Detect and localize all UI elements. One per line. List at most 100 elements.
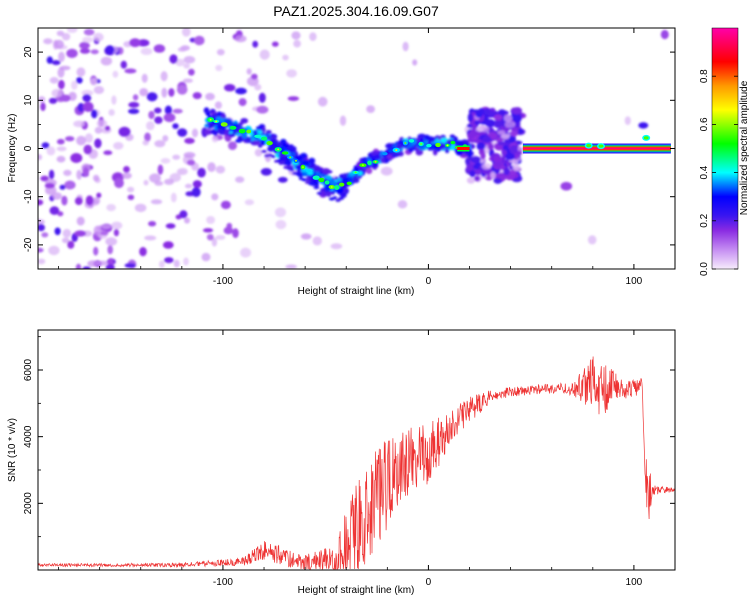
spectrogram-blob-218	[85, 195, 94, 206]
spectrogram-blob-175	[182, 78, 193, 83]
tone-pre-2	[457, 147, 470, 150]
spectrogram-blob-272	[96, 192, 102, 198]
spectrogram-blob-44	[106, 204, 116, 212]
spectrogram-blob-42	[300, 233, 312, 240]
spectrogram-blob-277	[38, 199, 44, 206]
spectrogram-blob-217	[177, 128, 188, 137]
spectrogram-blob-1202	[391, 151, 401, 156]
spectrogram-ytick-label: 0	[23, 145, 34, 151]
spectrogram-blob-1273	[382, 152, 388, 156]
spectrogram-blob-1127	[224, 129, 229, 136]
spectrogram-blob-299	[118, 126, 131, 137]
spectrogram-blob-184	[74, 197, 83, 206]
spectrogram-blob-287	[148, 110, 155, 120]
spectrogram-blob-603	[265, 130, 272, 135]
spectrogram-blob-278	[93, 174, 100, 182]
spectrogram-blob-54	[132, 94, 139, 101]
spectrogram-blob-225	[161, 87, 168, 98]
spectrogram-blob-514	[475, 126, 484, 132]
spectrogram-blob-197	[157, 164, 164, 175]
spectrogram-blob-36	[183, 152, 196, 158]
spectrogram-blob-1314	[338, 196, 344, 200]
spectrogram-blob-1	[71, 80, 78, 90]
spectrogram-blob-1295	[280, 160, 285, 164]
spectrogram-blob-1298	[289, 168, 295, 172]
spectrogram-blob-1279	[408, 139, 415, 143]
snr-axes: -100 0 100 2000 4000 6000	[23, 330, 676, 588]
spectrogram-blob-55	[49, 206, 60, 215]
spectrogram-blob-1320	[643, 136, 649, 140]
spectrogram-blob-156	[51, 60, 61, 66]
spectrogram-blob-29	[228, 141, 237, 150]
spectrogram-blob-149	[172, 123, 179, 129]
spectrogram-blob-108	[60, 94, 71, 102]
spectrogram-blob-476	[498, 109, 506, 116]
spectrogram-blob-238	[61, 195, 68, 206]
spectrogram-blob-304	[111, 221, 123, 230]
spectrogram-blob-473	[497, 130, 506, 135]
spectrogram-blob-519	[500, 133, 510, 140]
spectrogram-blob-198	[244, 199, 255, 206]
spectrogram-blob-77	[317, 96, 328, 107]
snr-ytick-label: 6000	[23, 358, 34, 381]
spectrogram-blob-1147	[203, 107, 210, 114]
spectrogram-blob-518	[490, 171, 496, 179]
spectrogram-blob-155	[101, 224, 112, 230]
spectrogram-blob-144	[380, 166, 393, 176]
spectrogram-ytick-label: 20	[23, 46, 34, 58]
spectrogram-blob-137	[140, 47, 153, 56]
spectrogram-blob-243	[51, 192, 63, 200]
spectrogram-blob-1178	[365, 167, 373, 174]
spectrogram-blob-159	[282, 54, 289, 61]
spectrogram-blob-56	[175, 58, 185, 67]
spectrogram-blob-1155	[302, 159, 310, 167]
spectrogram-ytick-label: 10	[23, 94, 34, 106]
spectrogram-blob-1310	[326, 193, 331, 197]
spectrogram-blob-259	[93, 225, 102, 236]
spectrogram-blob-1166	[252, 130, 258, 135]
spectrogram-blob-219	[59, 65, 71, 71]
spectrogram-blob-146	[254, 148, 263, 157]
spectrogram-xtick-label: 0	[426, 276, 432, 287]
spectrogram-blob-714	[342, 173, 347, 179]
spectrogram-blob-1235	[450, 143, 456, 151]
spectrogram-blob-109	[235, 87, 247, 95]
figure-title: PAZ1.2025.304.16.09.G07	[273, 3, 439, 19]
spectrogram-blob-1220	[341, 178, 349, 183]
spectrogram-blob-30	[232, 228, 239, 239]
spectrogram-blob-273	[163, 113, 176, 123]
spectrogram-blob-1289	[261, 149, 267, 153]
spectrogram-blob-303	[70, 153, 83, 163]
spectrogram-blob-1283	[435, 142, 441, 148]
spectrogram-blob-1316	[586, 144, 592, 148]
spectrogram-blob-1176	[314, 167, 322, 172]
spectrogram-blob-255	[96, 119, 108, 128]
spectrogram-blob-250	[154, 181, 164, 186]
spectrogram-blob-242	[176, 168, 185, 176]
spectrogram-blob-199	[240, 247, 252, 258]
snr-xtick-label: 0	[426, 577, 432, 588]
spectrogram-blob-1258	[312, 175, 320, 180]
spectrogram-blob-1242	[229, 125, 237, 130]
spectrogram-blob-1256	[301, 166, 304, 169]
spectrogram-blob-195	[144, 235, 157, 241]
spectrogram-blob-488	[505, 152, 515, 161]
spectrogram-blob-1171	[449, 134, 456, 139]
spectrogram-blob-28	[46, 146, 56, 156]
spectrogram-blob-80	[150, 199, 163, 205]
spectrogram-y-label: Frequency (Hz)	[7, 114, 18, 183]
spectrogram-blob-39	[188, 68, 195, 76]
spectrogram-blob-262	[66, 28, 78, 33]
spectrogram-blob-200	[162, 135, 169, 142]
spectrogram-blob-212	[139, 247, 147, 257]
spectrogram-blob-1240	[215, 120, 218, 123]
spectrogram-blob-136	[82, 266, 91, 269]
spectrogram-blob-48	[48, 169, 55, 180]
spectrogram-blob-265	[252, 40, 259, 48]
spectrogram-blob-78	[66, 48, 78, 59]
snr-ytick-label: 2000	[23, 492, 34, 515]
spectrogram-blob-49	[84, 133, 93, 143]
spectrogram-blob-1297	[286, 165, 292, 169]
spectrogram-blob-1313	[335, 198, 341, 202]
spectrogram-blob-512	[469, 170, 476, 178]
